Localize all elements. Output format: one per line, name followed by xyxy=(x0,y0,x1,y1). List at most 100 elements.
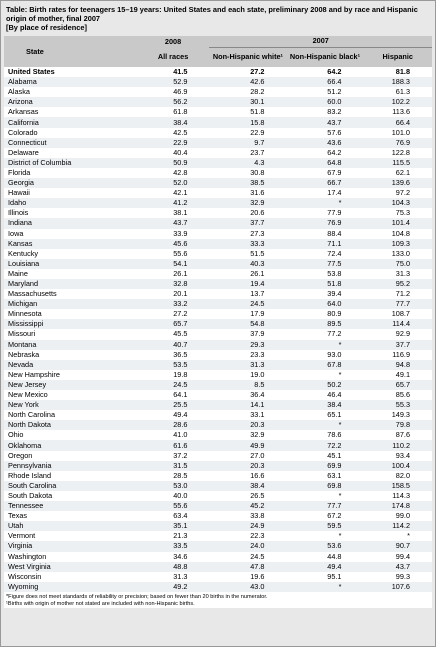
table-row: Maryland 32.8 19.4 51.8 95.2 xyxy=(4,278,432,290)
cell-value: 77.9 xyxy=(327,208,342,218)
table-row: Mississippi 65.7 54.8 89.5 114.4 xyxy=(4,319,432,330)
table-row: New York 25.5 14.1 38.4 55.3 xyxy=(4,400,432,411)
table-row: Kansas 45.6 33.3 71.1 109.3 xyxy=(4,238,432,249)
table-row: Hawaii 42.1 31.6 17.4 97.2 xyxy=(4,188,432,198)
state-name: Missouri xyxy=(8,329,36,339)
cell-value: 65.1 xyxy=(327,410,342,420)
table-row: Utah 35.1 24.9 59.5 114.2 xyxy=(4,521,432,532)
cell-value: 60.0 xyxy=(286,97,364,108)
state-name: Wisconsin xyxy=(8,571,42,581)
table-row: Vermont 21.3 22.3 * * xyxy=(4,531,432,541)
cell-value: 88.4 xyxy=(327,228,342,238)
cell-value: 36.5 xyxy=(173,349,188,359)
table-row: Alabama 52.9 42.6 66.4 188.3 xyxy=(4,77,432,88)
cell-value: 30.8 xyxy=(250,167,265,177)
cell-value: 22.9 xyxy=(250,127,265,137)
cell-value: 107.6 xyxy=(363,581,432,592)
cell-value: 32.9 xyxy=(209,198,287,209)
cell-value: 43.7 xyxy=(363,561,432,572)
cell-value: 40.3 xyxy=(209,258,287,269)
cell-value: 19.6 xyxy=(250,571,265,581)
table-row: Indiana 43.7 37.7 76.9 101.4 xyxy=(4,218,432,229)
table: State 2008 2007 All races Non-Hispanic w… xyxy=(4,36,432,592)
cell-value: 37.2 xyxy=(173,450,188,460)
state-name: Arkansas xyxy=(8,107,39,117)
cell-value: 40.4 xyxy=(173,147,188,157)
table-row: Tennessee 55.6 45.2 77.7 174.8 xyxy=(4,501,432,512)
cell-value: 20.6 xyxy=(250,208,265,218)
state-name: Nebraska xyxy=(8,349,40,359)
cell-value: 20.1 xyxy=(173,289,188,299)
cell-value: 76.9 xyxy=(286,218,364,229)
table-row: Louisiana 54.1 40.3 77.5 75.0 xyxy=(4,258,432,269)
cell-value: 8.5 xyxy=(209,379,287,390)
cell-value: 97.2 xyxy=(395,188,410,198)
cell-value: 47.8 xyxy=(209,561,287,572)
table-row: California 38.4 15.8 43.7 66.4 xyxy=(4,117,432,128)
cell-value: 31.3 xyxy=(173,571,188,581)
table-row: Florida 42.8 30.8 67.9 62.1 xyxy=(4,168,432,178)
state-name: Texas xyxy=(8,511,28,521)
cell-value: 93.0 xyxy=(327,349,342,359)
table-row: Texas 63.4 33.8 67.2 99.0 xyxy=(4,511,432,521)
table-row: Michigan 33.2 24.5 64.0 77.7 xyxy=(4,299,432,310)
cell-value: 19.8 xyxy=(173,369,188,379)
cell-value: 102.2 xyxy=(363,97,432,108)
state-name: Idaho xyxy=(4,198,137,209)
state-name: North Dakota xyxy=(4,420,137,431)
cell-value: 62.1 xyxy=(395,167,410,177)
cell-value: 133.0 xyxy=(391,248,410,258)
cell-value: 71.1 xyxy=(286,238,364,249)
table-row: North Carolina 49.4 33.1 65.1 149.3 xyxy=(4,410,432,420)
cell-value: 54.8 xyxy=(209,319,287,330)
state-name: Vermont xyxy=(8,531,36,541)
cell-value: * xyxy=(286,420,364,431)
cell-value: 85.6 xyxy=(395,390,410,400)
cell-value: 14.1 xyxy=(209,400,287,411)
cell-value: 42.5 xyxy=(173,127,188,137)
cell-value: 66.4 xyxy=(286,77,364,88)
state-name: Washington xyxy=(8,551,47,561)
cell-value: 79.8 xyxy=(363,420,432,431)
cell-value: 52.0 xyxy=(136,178,210,189)
table-row: Montana 40.7 29.3 * 37.7 xyxy=(4,339,432,350)
state-name: Alaska xyxy=(8,87,30,97)
cell-value: 114.3 xyxy=(392,490,410,500)
cell-value: 53.5 xyxy=(136,359,210,370)
cell-value: 63.4 xyxy=(173,511,188,521)
cell-value: 33.1 xyxy=(250,410,265,420)
cell-value: 99.4 xyxy=(395,551,410,561)
cell-value: 42.8 xyxy=(173,167,188,177)
state-name: Kansas xyxy=(4,238,137,249)
cell-value: 24.9 xyxy=(209,521,287,532)
state-name: Massachusetts xyxy=(8,289,57,299)
table-row: Maine 26.1 26.1 53.8 31.3 xyxy=(4,269,432,279)
cell-value: 22.9 xyxy=(136,137,210,148)
state-name: Pennsylvania xyxy=(4,460,137,471)
cell-value: 13.7 xyxy=(250,289,265,299)
state-name: Louisiana xyxy=(4,258,137,269)
cell-value: 35.1 xyxy=(136,521,210,532)
table-row: Rhode Island 28.5 16.6 63.1 82.0 xyxy=(4,471,432,481)
cell-value: 51.8 xyxy=(286,278,364,290)
cell-value: 53.8 xyxy=(327,268,342,278)
cell-value: 26.1 xyxy=(250,268,265,278)
cell-value: 30.1 xyxy=(209,97,287,108)
state-name: Delaware xyxy=(8,147,39,157)
table-row: Virginia 33.5 24.0 53.6 90.7 xyxy=(4,541,432,552)
cell-value: 71.2 xyxy=(395,289,410,299)
cell-value: 33.2 xyxy=(136,299,210,310)
cell-value: 158.5 xyxy=(363,480,432,491)
state-name: Kentucky xyxy=(8,248,39,258)
state-name: Alabama xyxy=(4,77,137,88)
cell-value: 64.2 xyxy=(327,147,342,157)
cell-value: 28.2 xyxy=(250,87,265,97)
cell-value: 61.8 xyxy=(173,107,188,117)
cell-value: 38.4 xyxy=(286,400,364,411)
footnotes: *Figure does not meet standards of relia… xyxy=(4,591,432,608)
cell-value: 149.3 xyxy=(391,410,410,420)
state-name: West Virginia xyxy=(4,561,137,572)
state-name: South Carolina xyxy=(4,480,137,491)
table-row: Oklahoma 61.6 49.9 72.2 110.2 xyxy=(4,440,432,451)
state-name: United States xyxy=(8,67,55,77)
